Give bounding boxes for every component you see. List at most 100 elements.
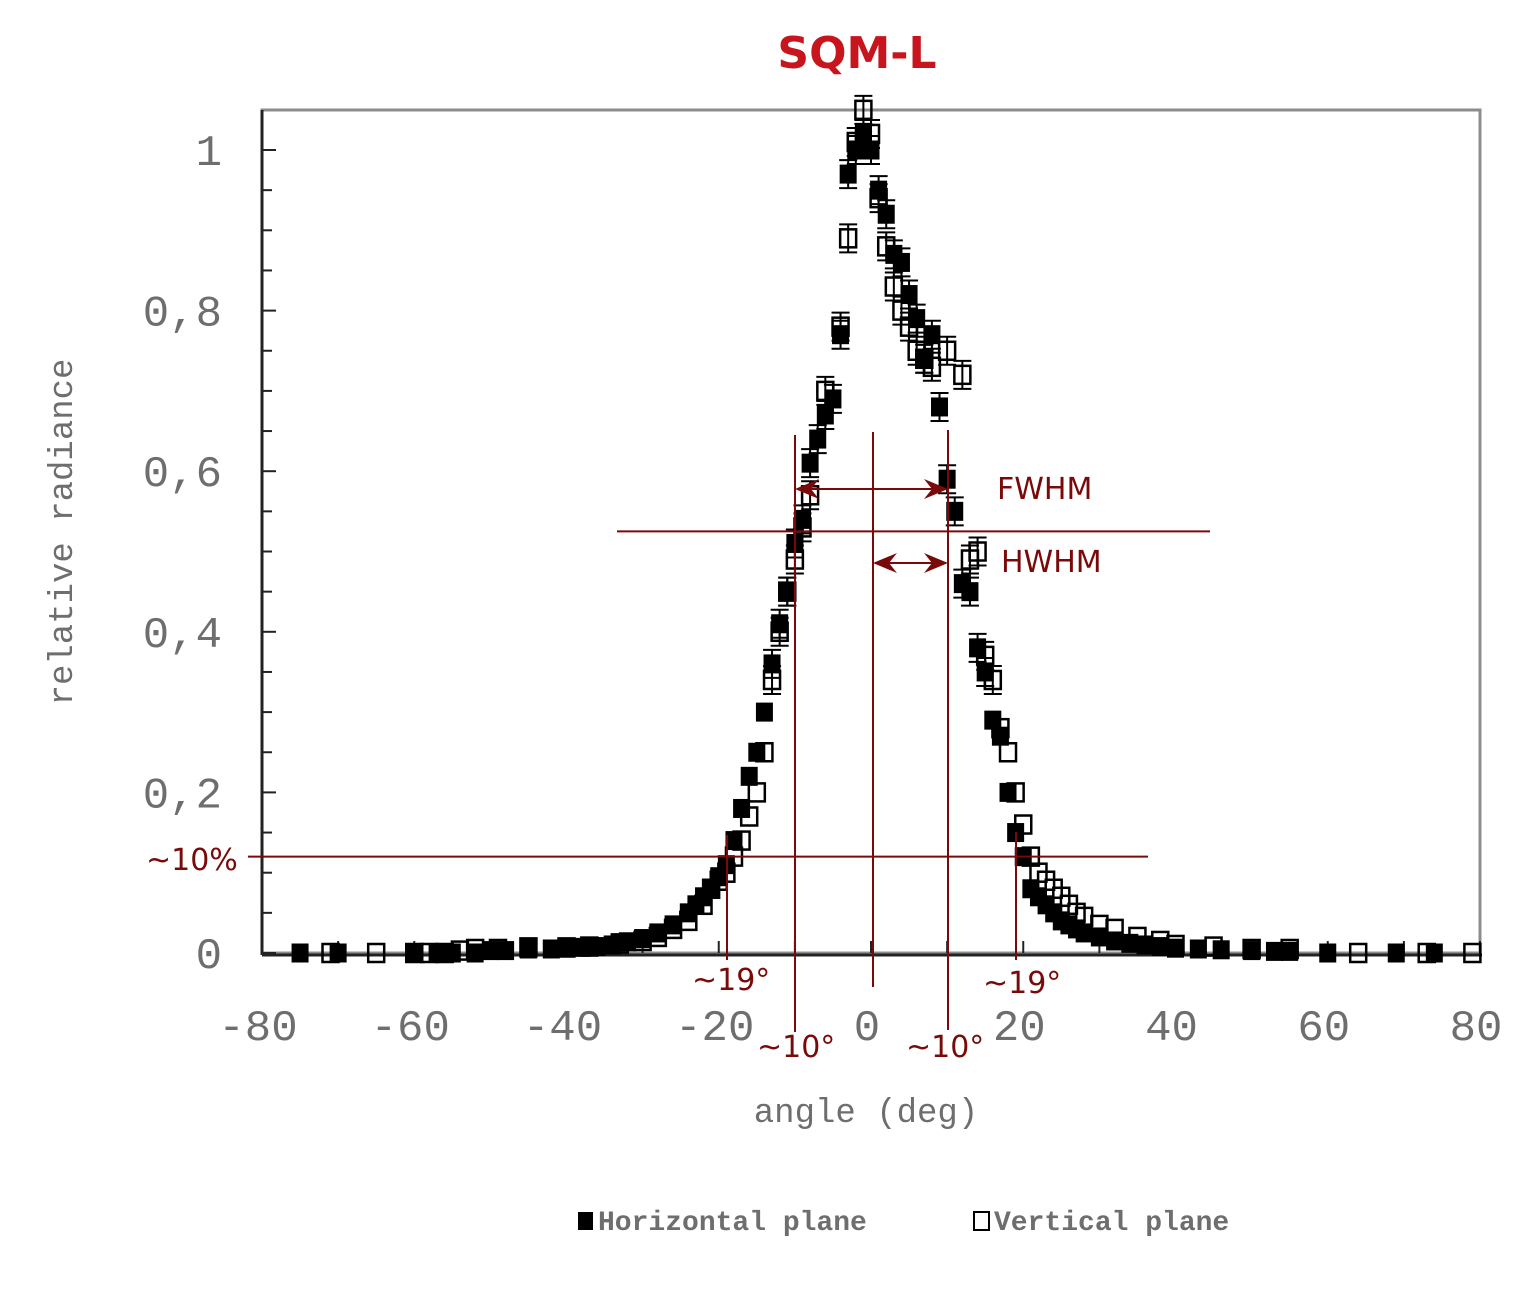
- data-point: [838, 223, 858, 254]
- x-tick-label: 20: [993, 1004, 1046, 1054]
- marker-vertical: [854, 99, 873, 121]
- data-point: [664, 915, 682, 935]
- marker-vertical: [838, 228, 858, 249]
- marker-horizontal: [1090, 927, 1108, 947]
- data-point: [876, 231, 896, 262]
- data-point: [1242, 938, 1261, 960]
- data-point: [1014, 814, 1033, 835]
- marker-vertical: [953, 364, 972, 386]
- data-point: [519, 937, 538, 958]
- left-10-label: ~10°: [757, 1030, 835, 1065]
- data-point: [861, 118, 881, 149]
- x-tick-label: 40: [1145, 1004, 1198, 1054]
- x-tick-label: 80: [1450, 1004, 1503, 1054]
- data-point: [968, 536, 987, 567]
- data-point: [816, 375, 835, 406]
- data-point: [1151, 937, 1169, 957]
- marker-horizontal: [649, 923, 667, 943]
- data-point: [558, 938, 575, 958]
- x-axis-label: angle (deg): [754, 1095, 978, 1133]
- marker-horizontal: [1265, 941, 1283, 961]
- marker-vertical: [488, 938, 508, 960]
- marker-vertical: [1348, 942, 1368, 964]
- marker-vertical: [739, 806, 759, 827]
- marker-vertical: [610, 933, 630, 954]
- marker-vertical: [1006, 782, 1025, 803]
- marker-horizontal: [931, 397, 949, 417]
- marker-horizontal: [1319, 943, 1337, 963]
- data-point: [610, 933, 630, 954]
- marker-vertical: [831, 316, 850, 337]
- marker-horizontal: [809, 429, 827, 449]
- data-point: [739, 806, 759, 827]
- data-point: [869, 183, 888, 214]
- marker-horizontal: [558, 938, 575, 958]
- data-point: [405, 943, 423, 963]
- marker-vertical: [1463, 942, 1482, 964]
- x-tick-label: 60: [1297, 1004, 1350, 1054]
- x-ticks: -80 -60 -40 -20 0 20 40 60 80: [218, 941, 1502, 1054]
- marker-horizontal: [291, 943, 309, 963]
- hwhm-label: HWHM: [1001, 545, 1102, 580]
- y-tick-label: 1: [196, 129, 222, 179]
- data-point: [770, 616, 789, 647]
- data-point: [1417, 942, 1436, 964]
- data-point: [953, 359, 972, 390]
- marker-vertical: [1166, 934, 1185, 956]
- marker-vertical: [861, 123, 881, 145]
- data-point: [321, 942, 340, 964]
- data-point: [778, 576, 797, 607]
- marker-horizontal: [839, 164, 857, 184]
- data-point: [732, 830, 751, 851]
- data-point: [1387, 943, 1405, 963]
- data-point: [1265, 941, 1283, 961]
- marker-vertical: [816, 380, 835, 402]
- marker-vertical: [1242, 938, 1261, 960]
- data-point: [801, 448, 820, 479]
- data-point: [466, 943, 484, 963]
- marker-horizontal: [405, 943, 423, 963]
- y-tick-label: 0: [196, 932, 222, 982]
- data-point: [542, 939, 560, 959]
- marker-vertical: [1128, 926, 1147, 948]
- marker-vertical: [366, 942, 386, 964]
- marker-vertical: [899, 316, 919, 337]
- marker-vertical: [755, 742, 774, 763]
- data-point: [762, 664, 782, 695]
- x-tick-label: -80: [218, 1004, 297, 1054]
- x-tick-label: 0: [854, 1004, 880, 1054]
- data-point: [763, 648, 782, 679]
- marker-vertical: [975, 645, 995, 667]
- x-tick-label: -40: [523, 1004, 602, 1054]
- marker-vertical: [580, 936, 599, 957]
- legend-label-vertical: Vertical plane: [994, 1208, 1229, 1239]
- chart-title: SQM-L: [777, 28, 936, 79]
- marker-vertical: [922, 356, 942, 378]
- data-point: [366, 942, 386, 964]
- marker-vertical: [762, 669, 782, 691]
- legend-marker-vertical: [973, 1211, 990, 1231]
- marker-vertical: [770, 621, 789, 643]
- series-vertical-plane: [321, 94, 1482, 964]
- data-point: [1090, 927, 1108, 947]
- marker-vertical: [557, 937, 576, 958]
- marker-horizontal: [1189, 939, 1207, 959]
- ten-percent-label: ~10%: [146, 843, 238, 878]
- marker-vertical: [876, 236, 896, 257]
- data-point: [991, 717, 1010, 739]
- marker-horizontal: [1106, 931, 1124, 951]
- data-point: [1006, 782, 1025, 803]
- marker-horizontal: [946, 501, 964, 521]
- marker-vertical: [1105, 918, 1124, 940]
- marker-vertical: [869, 187, 888, 209]
- marker-vertical: [679, 910, 698, 932]
- left-19-label: ~19°: [692, 963, 770, 998]
- data-point: [800, 480, 820, 511]
- data-point: [1463, 942, 1482, 964]
- right-10-label: ~10°: [906, 1030, 984, 1065]
- marker-horizontal: [801, 453, 819, 473]
- series-horizontal-plane: [291, 118, 1443, 963]
- data-point: [488, 938, 508, 960]
- annotations: FWHM HWHM ~10% ~19° ~19° ~10° ~10°: [146, 430, 1210, 1065]
